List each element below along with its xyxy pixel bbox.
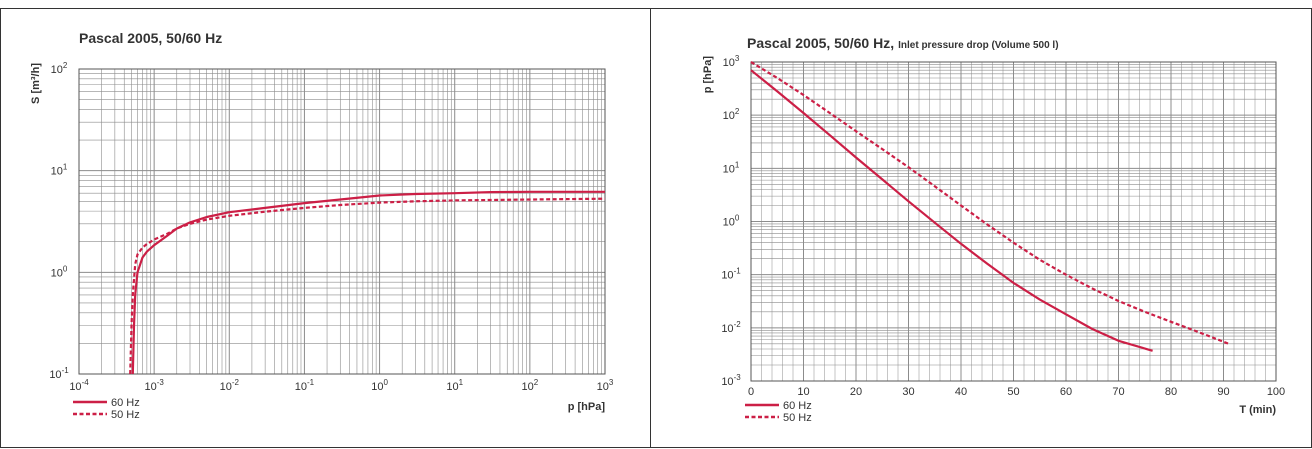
pressure-drop-chart: Pascal 2005, 50/60 Hz, Inlet pressure dro…	[702, 35, 1285, 424]
x-tick-label: 50	[1007, 386, 1019, 398]
x-tick-label: 10-4	[69, 378, 89, 393]
x-tick-label: 10-1	[295, 378, 315, 393]
x-tick-labels: 0 10 20 30 40 50 60 70 80 90 100	[748, 386, 1285, 398]
plot-frame	[750, 61, 1277, 382]
x-tick-label: 90	[1217, 386, 1229, 398]
y-tick-label: 10-1	[49, 366, 69, 381]
x-tick-label: 101	[446, 378, 463, 393]
y-tick-label: 101	[51, 163, 68, 178]
x-tick-label: 10	[797, 386, 809, 398]
x-tick-labels: 10-4 10-3 10-2 10-1 100 101 102 103	[69, 378, 614, 393]
y-tick-label: 10-1	[721, 267, 741, 282]
y-tick-label: 103	[723, 54, 740, 69]
series-line-dashed	[750, 61, 1230, 345]
grid	[78, 69, 605, 375]
x-tick-label: 80	[1165, 386, 1177, 398]
series-line-solid	[131, 190, 605, 375]
y-tick-label: 102	[723, 107, 740, 122]
series-group	[129, 190, 606, 375]
legend-label: 50 Hz	[111, 409, 140, 421]
x-tick-label: 100	[1267, 386, 1285, 398]
x-tick-label: 30	[902, 386, 914, 398]
y-tick-label: 100	[723, 214, 740, 229]
x-tick-label: 10-3	[144, 378, 164, 393]
legend-label: 60 Hz	[111, 397, 140, 409]
x-tick-label: 103	[597, 378, 614, 393]
y-tick-label: 100	[51, 264, 68, 279]
x-axis-label: p [hPa]	[568, 401, 606, 413]
x-tick-label: 70	[1112, 386, 1124, 398]
y-tick-label: 102	[51, 61, 68, 76]
y-tick-labels: 10-3 10-2 10-1 100 101 102 103	[721, 54, 741, 388]
series-line-dashed	[129, 197, 606, 375]
x-tick-label: 10-2	[220, 378, 240, 393]
y-axis-label: p [hPa]	[702, 56, 714, 94]
pumping-speed-chart: Pascal 2005, 50/60 Hz 10-4 10-3 10-2 10-1 100…	[30, 30, 614, 421]
x-tick-label: 20	[850, 386, 862, 398]
chart-title: Pascal 2005, 50/60 Hz, Inlet pressure dro…	[747, 35, 1059, 51]
grid	[750, 62, 1277, 382]
series-group	[750, 61, 1230, 352]
legend-label: 60 Hz	[783, 400, 812, 412]
chart-panel-pumping-speed: Pascal 2005, 50/60 Hz 10-4 10-3 10-2 10-1 100…	[0, 8, 650, 448]
x-tick-label: 102	[522, 378, 539, 393]
x-tick-label: 40	[955, 386, 967, 398]
plot-frame	[78, 68, 606, 375]
x-tick-label: 100	[371, 378, 388, 393]
x-tick-label: 0	[748, 386, 754, 398]
chart-panel-pressure-drop: Pascal 2005, 50/60 Hz, Inlet pressure dro…	[650, 8, 1312, 448]
legend-label: 50 Hz	[783, 412, 812, 424]
y-tick-label: 10-3	[721, 373, 741, 388]
series-line-solid	[750, 69, 1153, 352]
y-axis-label: S [m³/h]	[30, 63, 42, 104]
chart-title: Pascal 2005, 50/60 Hz	[79, 30, 222, 46]
x-tick-label: 60	[1060, 386, 1072, 398]
y-tick-label: 10-2	[721, 320, 741, 335]
y-tick-label: 101	[723, 160, 740, 175]
x-axis-label: T (min)	[1239, 404, 1276, 416]
y-tick-labels: 10-1 100 101 102	[49, 61, 69, 381]
